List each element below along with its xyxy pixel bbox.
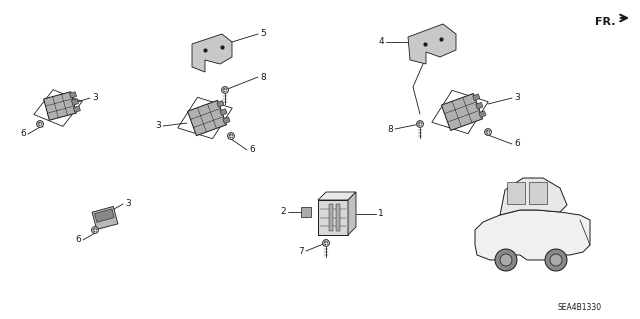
Text: 3: 3 bbox=[514, 93, 520, 102]
Circle shape bbox=[223, 88, 227, 92]
Circle shape bbox=[221, 86, 228, 93]
Text: FR.: FR. bbox=[595, 17, 616, 27]
Circle shape bbox=[93, 228, 97, 232]
Text: 6: 6 bbox=[20, 130, 26, 138]
Bar bbox=[92, 206, 118, 230]
Bar bbox=[318, 200, 348, 235]
Bar bbox=[301, 207, 311, 217]
FancyBboxPatch shape bbox=[70, 92, 77, 98]
Circle shape bbox=[545, 249, 567, 271]
Polygon shape bbox=[500, 178, 567, 215]
Text: 8: 8 bbox=[387, 124, 393, 133]
Bar bbox=[529, 182, 547, 204]
Circle shape bbox=[550, 254, 562, 266]
Bar bbox=[329, 204, 333, 231]
Text: 3: 3 bbox=[125, 199, 131, 209]
Circle shape bbox=[323, 240, 330, 247]
Circle shape bbox=[486, 130, 490, 134]
Text: 6: 6 bbox=[514, 139, 520, 149]
Circle shape bbox=[324, 241, 328, 245]
Polygon shape bbox=[318, 192, 356, 200]
Bar bbox=[44, 92, 76, 120]
Circle shape bbox=[229, 134, 232, 137]
Text: 3: 3 bbox=[92, 93, 98, 102]
Bar bbox=[188, 100, 227, 136]
Text: 2: 2 bbox=[280, 207, 286, 217]
Polygon shape bbox=[192, 34, 232, 72]
Text: 6: 6 bbox=[76, 235, 81, 244]
Circle shape bbox=[417, 121, 424, 128]
Text: 7: 7 bbox=[298, 247, 304, 256]
Circle shape bbox=[227, 132, 234, 139]
FancyBboxPatch shape bbox=[473, 94, 480, 100]
Polygon shape bbox=[475, 210, 590, 260]
Text: 8: 8 bbox=[260, 72, 266, 81]
FancyBboxPatch shape bbox=[476, 102, 483, 109]
Circle shape bbox=[92, 226, 99, 234]
Bar bbox=[95, 209, 114, 222]
Polygon shape bbox=[408, 24, 456, 64]
Circle shape bbox=[419, 122, 422, 126]
Circle shape bbox=[36, 121, 44, 128]
Bar bbox=[336, 204, 340, 231]
Text: 1: 1 bbox=[378, 209, 384, 218]
FancyBboxPatch shape bbox=[220, 109, 227, 115]
Text: 4: 4 bbox=[378, 38, 384, 47]
Text: 3: 3 bbox=[156, 122, 161, 130]
Bar bbox=[442, 93, 483, 130]
FancyBboxPatch shape bbox=[72, 99, 79, 105]
Text: SEA4B1330: SEA4B1330 bbox=[558, 303, 602, 313]
Text: 5: 5 bbox=[260, 29, 266, 39]
Circle shape bbox=[495, 249, 517, 271]
FancyBboxPatch shape bbox=[479, 111, 486, 117]
Circle shape bbox=[38, 122, 42, 126]
FancyBboxPatch shape bbox=[217, 100, 224, 107]
FancyBboxPatch shape bbox=[223, 117, 230, 123]
Bar bbox=[507, 182, 525, 204]
Text: 6: 6 bbox=[249, 145, 255, 154]
Polygon shape bbox=[348, 192, 356, 235]
Circle shape bbox=[484, 129, 492, 136]
Circle shape bbox=[500, 254, 512, 266]
FancyBboxPatch shape bbox=[74, 106, 80, 112]
